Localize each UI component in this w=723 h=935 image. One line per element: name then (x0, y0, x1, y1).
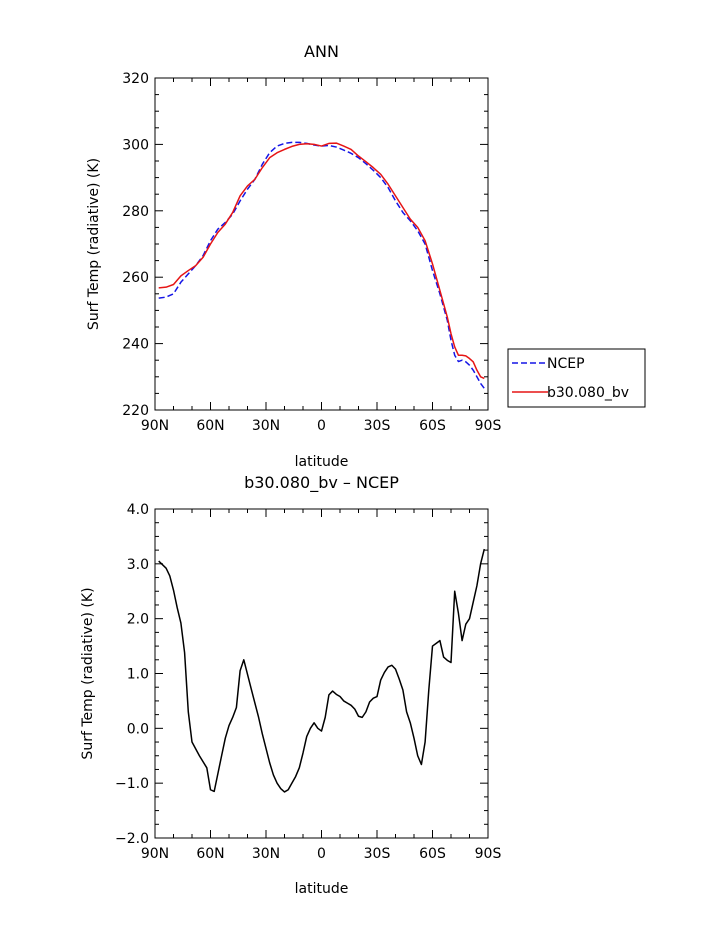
top-x-tick-label: 60S (419, 418, 446, 434)
top-x-tick-label: 0 (317, 418, 326, 434)
bottom-x-tick-label: 90N (141, 846, 169, 862)
bottom-y-tick-label: −1.0 (115, 776, 149, 792)
bottom-x-tick-label: 0 (317, 846, 326, 862)
top-x-tick-label: 60N (196, 418, 224, 434)
bottom-y-tick-label: −2.0 (115, 831, 149, 847)
bottom-plot-area: 90N 60N 30N 0 30S 60S 90S −2.0 −1.0 0.0 1.0 2.0 3.0 4… (115, 502, 501, 862)
top-x-tick-label: 30N (252, 418, 280, 434)
legend-frame (507, 348, 646, 408)
bottom-y-tick-label: 4.0 (127, 502, 149, 518)
bottom-y-tick-label: 3.0 (127, 557, 149, 573)
top-series-ncep-line (158, 141, 485, 389)
bottom-chart-title: b30.080_bv – NCEP (244, 473, 399, 493)
top-chart-title: ANN (304, 42, 339, 61)
top-y-tick-label: 320 (122, 71, 149, 87)
bottom-plot-frame (154, 508, 489, 839)
top-x-tick-label: 90N (141, 418, 169, 434)
top-x-tick-label: 30S (364, 418, 391, 434)
bottom-y-tick-label: 2.0 (127, 612, 149, 628)
legend-label-ncep: NCEP (547, 356, 585, 372)
top-y-axis-label: Surf Temp (radiative) (K) (86, 158, 102, 330)
top-y-tick-label: 260 (122, 270, 149, 286)
bottom-x-axis-label: latitude (295, 881, 349, 897)
top-y-tick-label: 220 (122, 403, 149, 419)
bottom-x-tick-label: 30N (252, 846, 280, 862)
bottom-y-tick-label: 0.0 (127, 721, 149, 737)
bottom-y-tick-label: 1.0 (127, 667, 149, 683)
top-y-tick-label: 240 (122, 337, 149, 353)
top-x-tick-label: 90S (475, 418, 502, 434)
bottom-x-tick-label: 60S (419, 846, 446, 862)
legend: NCEP b30.080_bv (507, 348, 646, 408)
top-plot-frame (154, 77, 489, 411)
bottom-y-axis-label: Surf Temp (radiative) (K) (80, 587, 96, 759)
bottom-x-tick-label: 90S (475, 846, 502, 862)
bottom-x-tick-label: 60N (196, 846, 224, 862)
top-y-tick-label: 280 (122, 204, 149, 220)
top-series-b30-080-bv-line (158, 142, 485, 380)
bottom-series-difference-line (158, 548, 486, 793)
bottom-x-tick-label: 30S (364, 846, 391, 862)
top-plot-area: 90N 60N 30N 0 30S 60S 90S 220 240 260 280 300 320 (122, 71, 501, 434)
top-x-axis-label: latitude (295, 454, 349, 470)
top-y-tick-label: 300 (122, 137, 149, 153)
legend-label-b30: b30.080_bv (547, 385, 629, 401)
